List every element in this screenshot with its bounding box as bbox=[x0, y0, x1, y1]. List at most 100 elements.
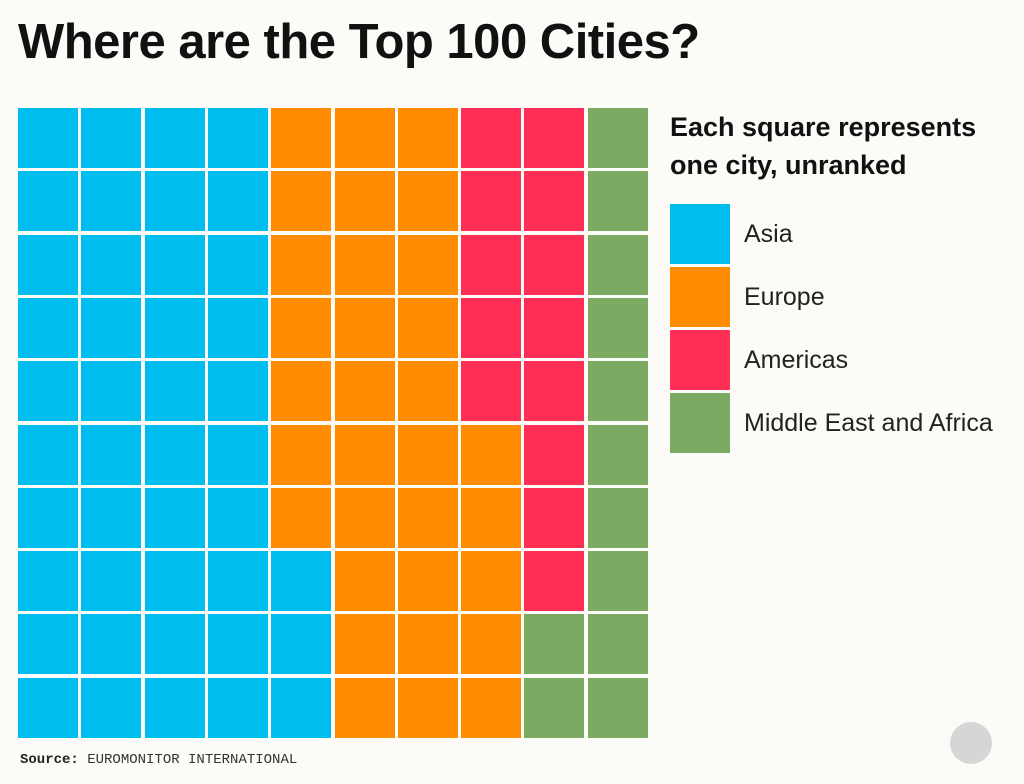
legend-item: Americas bbox=[670, 330, 848, 390]
waffle-cell-americas bbox=[524, 108, 585, 168]
waffle-cell-asia bbox=[207, 171, 268, 232]
waffle-cell-asia bbox=[18, 297, 78, 358]
waffle-cell-asia bbox=[18, 551, 78, 612]
waffle-cell-asia bbox=[81, 424, 142, 485]
brand-logo-icon bbox=[950, 722, 992, 764]
waffle-cell-asia bbox=[18, 361, 78, 422]
waffle-cell-europe bbox=[397, 361, 458, 422]
waffle-cell-europe bbox=[271, 487, 332, 548]
waffle-grid bbox=[18, 108, 652, 742]
chart-title: Where are the Top 100 Cities? bbox=[18, 15, 700, 69]
waffle-cell-europe bbox=[271, 234, 332, 295]
legend-label: Asia bbox=[744, 219, 793, 248]
waffle-cell-middle-east-and-africa bbox=[587, 614, 648, 675]
source-note: Source: EUROMONITOR INTERNATIONAL bbox=[20, 752, 297, 768]
legend-label: Americas bbox=[744, 345, 849, 374]
waffle-cell-europe bbox=[397, 297, 458, 358]
waffle-cell-asia bbox=[81, 108, 142, 168]
waffle-cell-europe bbox=[334, 614, 395, 675]
waffle-cell-americas bbox=[524, 171, 585, 232]
waffle-cell-europe bbox=[334, 234, 395, 295]
waffle-cell-asia bbox=[81, 551, 142, 612]
waffle-cell-europe bbox=[461, 551, 522, 612]
waffle-cell-europe bbox=[334, 361, 395, 422]
waffle-cell-europe bbox=[271, 108, 332, 168]
waffle-cell-middle-east-and-africa bbox=[587, 424, 648, 485]
waffle-cell-europe bbox=[271, 424, 332, 485]
waffle-cell-asia bbox=[207, 551, 268, 612]
waffle-cell-americas bbox=[524, 487, 585, 548]
waffle-cell-europe bbox=[334, 487, 395, 548]
legend-item: Asia bbox=[670, 204, 793, 264]
waffle-cell-europe bbox=[397, 614, 458, 675]
waffle-cell-americas bbox=[461, 361, 522, 422]
legend-title: Each square represents one city, unranke… bbox=[670, 112, 977, 180]
legend-swatch bbox=[670, 393, 730, 453]
waffle-cell-middle-east-and-africa bbox=[587, 677, 648, 738]
legend-swatch bbox=[670, 267, 730, 327]
waffle-cell-europe bbox=[461, 614, 522, 675]
waffle-cell-middle-east-and-africa bbox=[524, 614, 585, 675]
waffle-cell-asia bbox=[81, 297, 142, 358]
waffle-cell-asia bbox=[144, 677, 205, 738]
waffle-cell-asia bbox=[18, 234, 78, 295]
waffle-cell-asia bbox=[144, 234, 205, 295]
waffle-cell-europe bbox=[397, 234, 458, 295]
waffle-cell-asia bbox=[207, 424, 268, 485]
waffle-cell-americas bbox=[524, 234, 585, 295]
waffle-cell-asia bbox=[18, 614, 78, 675]
waffle-cell-europe bbox=[397, 171, 458, 232]
legend-item: Europe bbox=[670, 267, 825, 327]
waffle-cell-europe bbox=[271, 297, 332, 358]
waffle-cell-asia bbox=[81, 487, 142, 548]
waffle-cell-europe bbox=[334, 424, 395, 485]
waffle-cell-middle-east-and-africa bbox=[524, 677, 585, 738]
waffle-cell-europe bbox=[271, 361, 332, 422]
waffle-cell-asia bbox=[271, 677, 332, 738]
waffle-cell-europe bbox=[397, 487, 458, 548]
waffle-cell-americas bbox=[524, 424, 585, 485]
waffle-cell-middle-east-and-africa bbox=[587, 171, 648, 232]
waffle-cell-europe bbox=[397, 677, 458, 738]
legend-label: Europe bbox=[744, 282, 825, 311]
waffle-cell-europe bbox=[334, 171, 395, 232]
waffle-cell-asia bbox=[18, 108, 78, 168]
waffle-cell-europe bbox=[461, 424, 522, 485]
waffle-cell-middle-east-and-africa bbox=[587, 361, 648, 422]
waffle-cell-asia bbox=[81, 171, 142, 232]
waffle-cell-americas bbox=[524, 297, 585, 358]
waffle-cell-asia bbox=[207, 234, 268, 295]
waffle-cell-asia bbox=[207, 361, 268, 422]
legend-swatch bbox=[670, 330, 730, 390]
waffle-cell-asia bbox=[18, 677, 78, 738]
waffle-cell-asia bbox=[271, 614, 332, 675]
waffle-cell-europe bbox=[334, 297, 395, 358]
waffle-cell-middle-east-and-africa bbox=[587, 234, 648, 295]
waffle-cell-asia bbox=[144, 361, 205, 422]
waffle-cell-europe bbox=[271, 171, 332, 232]
waffle-cell-asia bbox=[144, 614, 205, 675]
waffle-cell-europe bbox=[397, 424, 458, 485]
waffle-cell-americas bbox=[461, 171, 522, 232]
waffle-cell-asia bbox=[18, 487, 78, 548]
source-value: EUROMONITOR INTERNATIONAL bbox=[87, 752, 298, 768]
waffle-cell-americas bbox=[524, 551, 585, 612]
legend-label: Middle East and Africa bbox=[744, 408, 993, 437]
waffle-cell-asia bbox=[207, 297, 268, 358]
waffle-cell-asia bbox=[271, 551, 332, 612]
legend-swatch bbox=[670, 204, 730, 264]
waffle-cell-asia bbox=[144, 171, 205, 232]
waffle-cell-middle-east-and-africa bbox=[587, 297, 648, 358]
waffle-cell-americas bbox=[461, 234, 522, 295]
waffle-cell-europe bbox=[334, 108, 395, 168]
waffle-cell-europe bbox=[461, 487, 522, 548]
waffle-cell-asia bbox=[207, 487, 268, 548]
waffle-cell-asia bbox=[144, 487, 205, 548]
waffle-cell-asia bbox=[207, 614, 268, 675]
waffle-cell-asia bbox=[81, 361, 142, 422]
waffle-cell-europe bbox=[334, 677, 395, 738]
waffle-cell-europe bbox=[397, 108, 458, 168]
waffle-cell-americas bbox=[461, 297, 522, 358]
waffle-cell-asia bbox=[207, 108, 268, 168]
waffle-cell-asia bbox=[144, 297, 205, 358]
